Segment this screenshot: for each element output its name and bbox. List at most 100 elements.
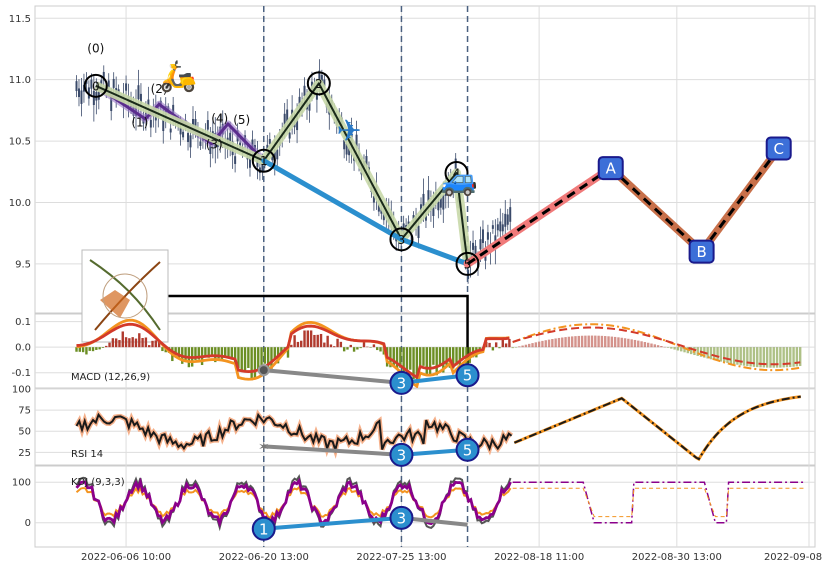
candle-body bbox=[417, 225, 420, 239]
macd-histogram-bar bbox=[366, 346, 369, 348]
macd-histogram-bar bbox=[224, 347, 227, 358]
macd-histogram-bar bbox=[141, 337, 144, 348]
y-tick-rsi: 25 bbox=[18, 448, 31, 459]
candle-body bbox=[75, 81, 78, 92]
macd-histogram-bar bbox=[376, 347, 379, 351]
macd-histogram-bar bbox=[253, 347, 257, 379]
macd-line bbox=[76, 318, 510, 388]
candle-body bbox=[194, 119, 197, 130]
x-tick-label: 2022-08-18 11:00 bbox=[494, 552, 584, 563]
macd-histogram-bar bbox=[227, 347, 230, 357]
thumbnail-inset bbox=[81, 249, 169, 343]
macd-histogram-bar bbox=[676, 347, 680, 351]
macd-histogram-bar bbox=[604, 336, 607, 348]
macd-histogram-bar bbox=[346, 347, 349, 350]
candle-body bbox=[382, 212, 385, 221]
macd-histogram-bar bbox=[673, 347, 676, 350]
wave-point-circle bbox=[455, 251, 480, 276]
macd-histogram-bar bbox=[134, 338, 138, 348]
candle-body bbox=[283, 113, 286, 128]
candle-body bbox=[499, 221, 502, 232]
candle-body bbox=[187, 133, 190, 143]
macd-plot bbox=[75, 318, 802, 388]
chart-content bbox=[74, 6, 804, 547]
macd-histogram-bar bbox=[339, 341, 343, 348]
macd-histogram-bar bbox=[732, 347, 736, 365]
wave-point-circle bbox=[389, 227, 414, 252]
macd-histogram-bar bbox=[640, 341, 643, 348]
macd-histogram-bar bbox=[607, 336, 610, 348]
macd-histogram-bar bbox=[452, 347, 455, 369]
macd-histogram-bar bbox=[362, 342, 366, 348]
candle-body bbox=[501, 224, 504, 232]
candle-body bbox=[377, 203, 380, 212]
macd-histogram-bar bbox=[105, 345, 108, 348]
y-tick-price: 9.5 bbox=[15, 259, 31, 270]
macd-histogram-bar bbox=[494, 342, 498, 348]
macd-histogram-bar bbox=[157, 341, 161, 348]
macd-histogram-bar bbox=[719, 347, 723, 362]
candle-body bbox=[452, 184, 455, 189]
macd-histogram-bar bbox=[709, 347, 713, 360]
macd-histogram-bar bbox=[260, 347, 263, 366]
macd-histogram-bar bbox=[488, 342, 491, 348]
sub-wave-label: (0) bbox=[87, 42, 104, 56]
kdj-divergence-marker bbox=[251, 516, 276, 541]
candle-body bbox=[318, 70, 321, 85]
macd-histogram-bar bbox=[656, 345, 660, 348]
candle-body bbox=[87, 87, 90, 99]
candle-body bbox=[323, 79, 326, 88]
macd-histogram-bar bbox=[237, 347, 240, 369]
macd-histogram-bar bbox=[402, 347, 405, 378]
wave-point-circle bbox=[251, 148, 276, 173]
macd-histogram-bar bbox=[557, 337, 561, 348]
macd-panel-label: MACD (12,26,9) bbox=[71, 372, 150, 383]
macd-histogram-bar bbox=[551, 339, 554, 348]
macd-histogram-bar bbox=[689, 347, 693, 355]
macd-histogram-bar bbox=[286, 347, 290, 358]
macd-histogram-bar bbox=[544, 340, 547, 348]
macd-histogram-bar bbox=[650, 343, 653, 348]
macd-histogram-bar bbox=[646, 342, 650, 348]
macd-histogram-bar bbox=[154, 340, 158, 348]
projection-dash bbox=[466, 166, 612, 266]
macd-histogram-bar bbox=[643, 342, 647, 348]
signal-line bbox=[76, 322, 510, 380]
macd-histogram-bar bbox=[128, 338, 131, 348]
kdj-k-projection bbox=[512, 481, 804, 524]
macd-histogram-bar bbox=[230, 347, 234, 360]
macd-histogram-bar bbox=[95, 347, 98, 350]
projection-label: C bbox=[773, 140, 783, 158]
macd-histogram-bar bbox=[207, 347, 210, 358]
macd-histogram-bar bbox=[772, 347, 775, 368]
candle-body bbox=[169, 128, 172, 133]
macd-histogram-bar bbox=[250, 347, 253, 381]
wave-point-label: 5 bbox=[464, 257, 472, 271]
macd-histogram-bar bbox=[752, 347, 756, 367]
macd-histogram-bar bbox=[309, 330, 313, 348]
candle-body bbox=[439, 198, 442, 208]
macd-histogram-bar bbox=[379, 347, 382, 352]
candle-body bbox=[345, 144, 348, 155]
macd-histogram-bar bbox=[257, 347, 260, 371]
macd-histogram-bar bbox=[118, 340, 121, 348]
macd-histogram-bar bbox=[356, 347, 359, 350]
candle-body bbox=[90, 79, 93, 89]
candle-body bbox=[107, 80, 110, 89]
macd-histogram-bar bbox=[210, 347, 214, 356]
macd-histogram-bar bbox=[584, 335, 587, 348]
candle-body bbox=[102, 71, 105, 81]
macd-histogram-bar bbox=[716, 347, 719, 361]
macd-histogram-bar bbox=[574, 336, 577, 348]
macd-histogram-bar bbox=[749, 347, 752, 367]
macd-divergence-label: 3 bbox=[397, 374, 407, 392]
macd-divergence-line bbox=[263, 368, 402, 385]
macd-histogram-bar bbox=[303, 330, 306, 348]
candle-body bbox=[110, 97, 113, 112]
macd-histogram-bar bbox=[412, 347, 415, 380]
candle-body bbox=[380, 208, 383, 214]
macd-histogram-bar bbox=[98, 347, 101, 350]
macd-histogram-bar bbox=[293, 335, 296, 348]
macd-histogram-bar bbox=[290, 344, 293, 348]
candle-body bbox=[80, 90, 83, 104]
